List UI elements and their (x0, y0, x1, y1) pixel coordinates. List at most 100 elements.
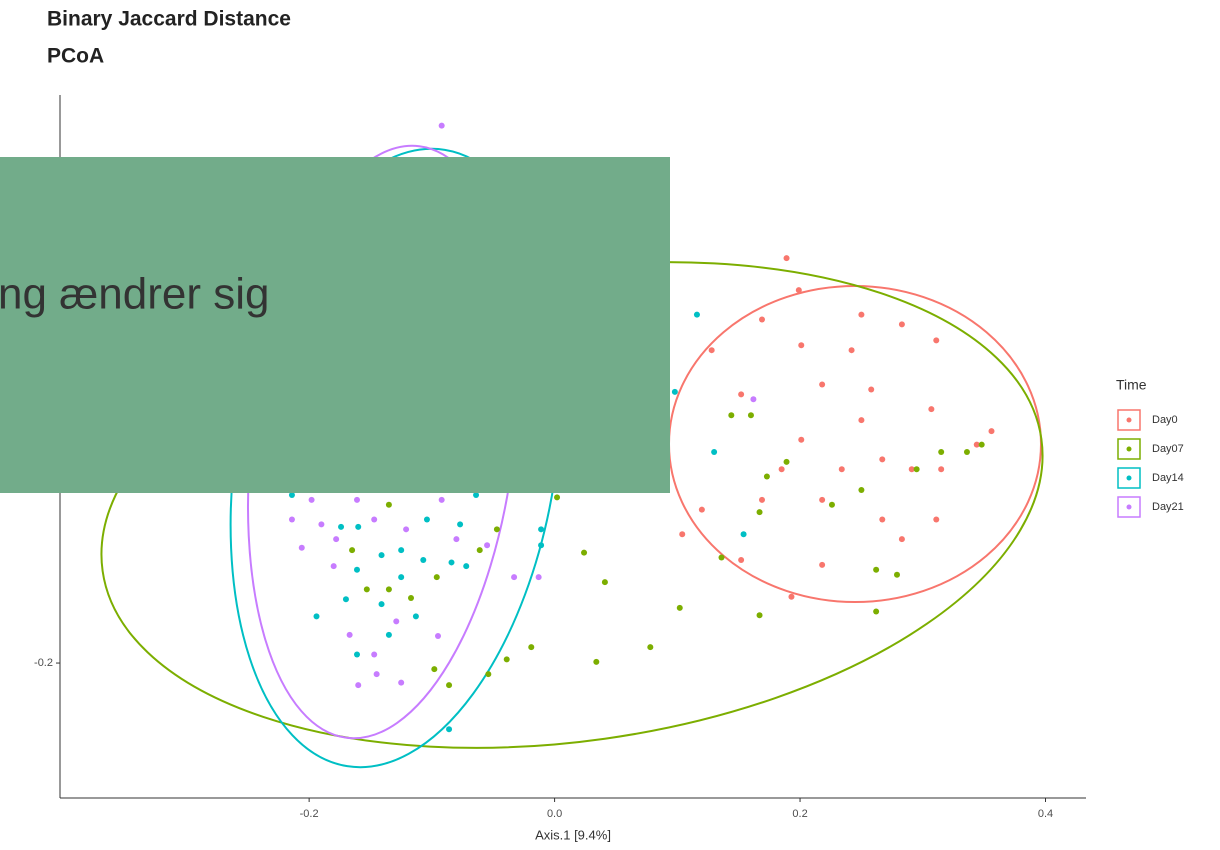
point (747, 412, 754, 419)
point (288, 491, 295, 498)
point (698, 506, 705, 513)
point (898, 536, 905, 543)
point (446, 682, 453, 689)
point (378, 552, 385, 559)
point (511, 574, 518, 581)
point (898, 321, 905, 328)
point (738, 391, 745, 398)
point (858, 487, 865, 494)
legend-dot (1126, 475, 1132, 481)
point (828, 501, 835, 508)
point (819, 381, 826, 388)
x-tick-label: 0.4 (1038, 808, 1053, 820)
point (928, 406, 935, 413)
point (330, 563, 337, 570)
point (457, 521, 464, 528)
point (858, 417, 865, 424)
point (453, 536, 460, 543)
point (973, 441, 980, 448)
point (756, 509, 763, 516)
legend-title: Time (1116, 377, 1147, 393)
point (354, 651, 360, 658)
point (788, 593, 795, 600)
point (988, 428, 995, 435)
point (708, 347, 715, 354)
point (308, 496, 315, 503)
y-tick-label: -0.2 (34, 657, 53, 669)
point (371, 651, 378, 658)
point (371, 516, 378, 523)
point (385, 631, 392, 638)
point (938, 466, 945, 473)
point (538, 526, 545, 533)
point (346, 631, 353, 638)
point (671, 388, 678, 395)
point (385, 586, 392, 593)
point (318, 521, 325, 528)
point (838, 466, 845, 473)
point (438, 122, 445, 129)
point (433, 574, 440, 581)
point (711, 449, 718, 456)
point (978, 441, 985, 448)
point (868, 386, 875, 393)
point (819, 496, 826, 503)
point (740, 531, 747, 538)
point (908, 466, 915, 473)
legend-label: Day07 (1152, 443, 1184, 455)
point (693, 311, 700, 318)
point (355, 523, 362, 530)
point (738, 556, 745, 563)
legend-label: Day21 (1152, 501, 1184, 513)
point (963, 449, 970, 456)
legend-label: Day14 (1152, 472, 1184, 484)
x-tick-label: 0.0 (547, 808, 562, 820)
x-tick-label: -0.2 (300, 808, 319, 820)
point (718, 554, 725, 561)
point (879, 456, 886, 463)
point (398, 574, 405, 581)
point (933, 337, 940, 344)
point (398, 547, 405, 554)
point (798, 436, 805, 443)
point (438, 496, 445, 503)
overlay-box (0, 157, 670, 493)
point (756, 612, 763, 619)
point (354, 566, 360, 573)
point (354, 496, 360, 503)
point (759, 496, 765, 503)
point (676, 604, 683, 611)
point (435, 633, 441, 640)
point (538, 542, 545, 549)
point (412, 613, 419, 620)
point (446, 726, 453, 733)
point (431, 666, 438, 673)
point (355, 682, 362, 689)
legend-dot (1126, 417, 1132, 423)
point (398, 679, 405, 686)
point (728, 412, 735, 419)
point (528, 644, 535, 651)
point (783, 255, 790, 262)
point (938, 449, 945, 456)
point (476, 547, 483, 554)
point (581, 549, 588, 556)
point (342, 596, 349, 603)
point (873, 566, 880, 573)
point (601, 579, 608, 586)
point (385, 501, 392, 508)
point (819, 561, 826, 568)
point (420, 556, 427, 563)
point (913, 466, 920, 473)
overlay-text: ng ændrer sig (0, 270, 269, 319)
point (448, 559, 455, 566)
legend-dot (1126, 446, 1132, 452)
x-axis-label: Axis.1 [9.4%] (535, 827, 611, 842)
point (783, 458, 790, 465)
point (763, 473, 770, 480)
point (503, 656, 510, 663)
point (593, 658, 600, 665)
point (463, 563, 470, 570)
point (313, 613, 320, 620)
